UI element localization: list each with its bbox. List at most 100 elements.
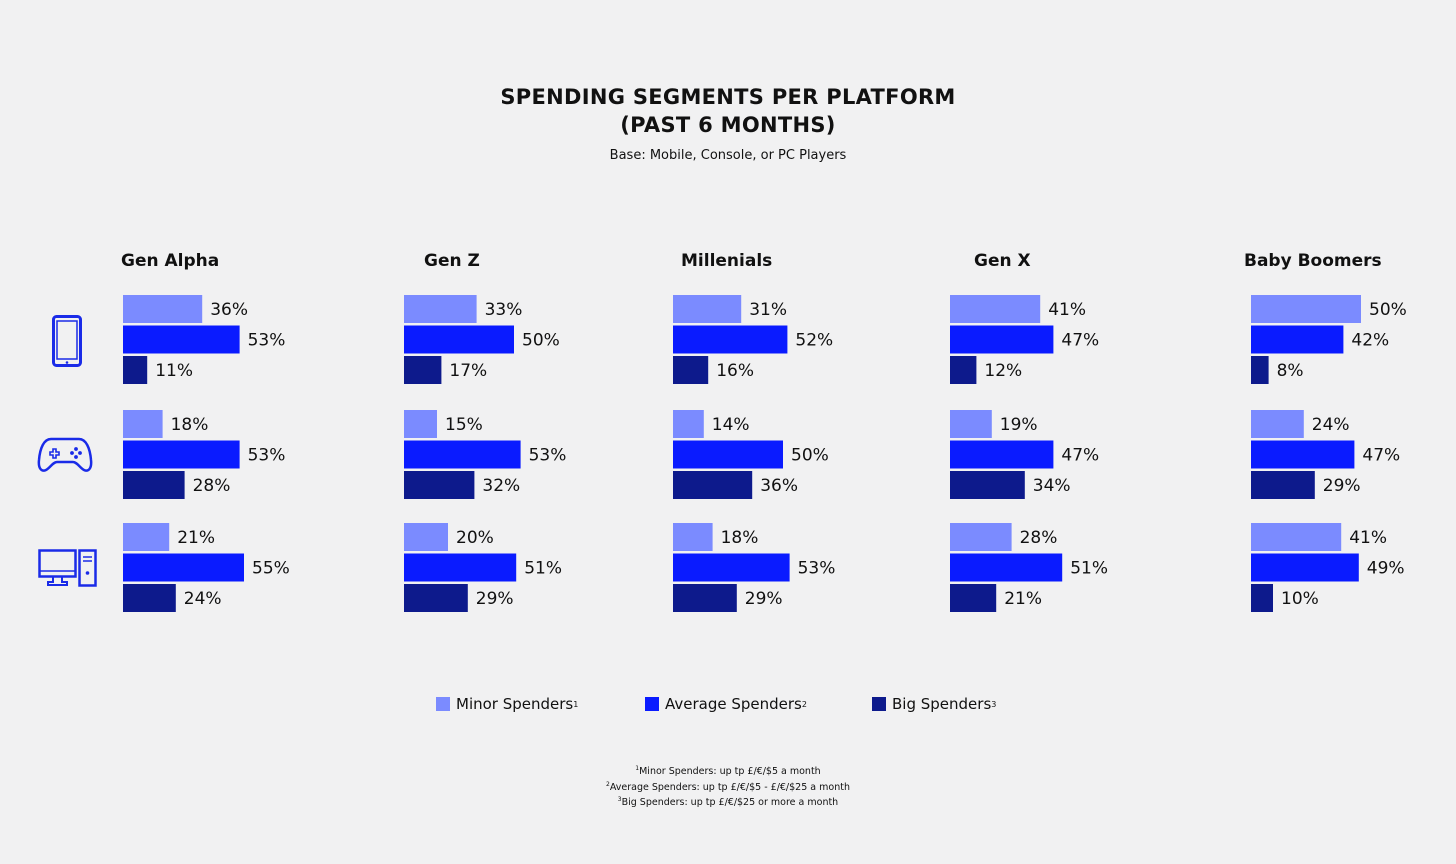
bar-baby-boomers-mobile-minor	[1251, 295, 1361, 323]
bar-gen-z-console-minor	[404, 410, 437, 438]
bar-gen-alpha-mobile-big	[123, 356, 148, 384]
footnote-1: 1Minor Spenders: up tp £/€/$5 a month	[0, 763, 1456, 779]
legend-swatch-average	[645, 697, 659, 711]
data-label-gen-x-pc-minor: 28%	[1020, 528, 1058, 548]
bar-gen-alpha-pc-big	[123, 584, 176, 612]
bar-gen-z-mobile-minor	[404, 295, 477, 323]
footnote-2-sup: 2	[606, 780, 610, 788]
bar-baby-boomers-mobile-big	[1251, 356, 1269, 384]
bar-millenials-console-minor	[673, 410, 704, 438]
generation-label-gen-z: Gen Z	[424, 251, 480, 271]
bar-gen-z-console-big	[404, 471, 475, 499]
data-label-millenials-mobile-minor: 31%	[749, 300, 787, 320]
footnote-3: 3Big Spenders: up tp £/€/$25 or more a m…	[0, 794, 1456, 810]
legend-item-average-spenders: Average Spenders 2	[645, 693, 807, 715]
data-label-millenials-mobile-big: 16%	[716, 361, 754, 381]
data-label-baby-boomers-console-minor: 24%	[1312, 415, 1350, 435]
bar-gen-z-pc-average	[404, 553, 517, 582]
data-label-gen-z-mobile-minor: 33%	[485, 300, 523, 320]
data-label-gen-x-console-average: 47%	[1061, 446, 1099, 466]
data-label-gen-x-console-big: 34%	[1033, 476, 1071, 496]
legend-sup-average: 2	[801, 699, 807, 709]
bar-baby-boomers-pc-minor	[1251, 523, 1342, 551]
bar-gen-x-console-minor	[950, 410, 992, 438]
data-label-millenials-console-minor: 14%	[712, 415, 750, 435]
bar-gen-x-pc-minor	[950, 523, 1012, 551]
data-label-gen-alpha-mobile-big: 11%	[155, 361, 193, 381]
chart-subtitle: Base: Mobile, Console, or PC Players	[609, 148, 847, 163]
bar-baby-boomers-console-big	[1251, 471, 1315, 499]
bar-baby-boomers-console-minor	[1251, 410, 1304, 438]
data-label-baby-boomers-pc-minor: 41%	[1349, 528, 1387, 548]
bar-baby-boomers-pc-big	[1251, 584, 1273, 612]
legend-sup-minor: 1	[573, 699, 579, 709]
data-label-baby-boomers-mobile-average: 42%	[1351, 331, 1389, 351]
data-label-gen-z-pc-big: 29%	[476, 589, 514, 609]
bar-gen-x-console-average	[950, 440, 1054, 469]
legend-swatch-big	[872, 697, 886, 711]
bar-millenials-pc-average	[673, 553, 790, 582]
data-label-gen-alpha-console-average: 53%	[248, 446, 286, 466]
footnote-2-text: Average Spenders: up tp £/€/$5 - £/€/$25…	[609, 781, 850, 793]
data-label-gen-x-pc-big: 21%	[1004, 589, 1042, 609]
data-label-gen-z-console-minor: 15%	[445, 415, 483, 435]
bar-gen-x-console-big	[950, 471, 1025, 499]
bar-gen-z-pc-minor	[404, 523, 448, 551]
footnotes: 1Minor Spenders: up tp £/€/$5 a month 2A…	[0, 763, 1456, 810]
generation-label-baby-boomers: Baby Boomers	[1244, 251, 1382, 271]
data-label-gen-z-console-big: 32%	[482, 476, 520, 496]
bar-gen-alpha-mobile-average	[123, 325, 240, 354]
data-label-gen-z-console-average: 53%	[529, 446, 567, 466]
bar-baby-boomers-mobile-average	[1251, 325, 1344, 354]
data-label-gen-alpha-console-big: 28%	[193, 476, 231, 496]
legend-label-average: Average Spenders	[665, 695, 802, 713]
bar-millenials-console-average	[673, 440, 783, 469]
desktop-pc-icon	[38, 549, 98, 589]
data-label-gen-alpha-mobile-minor: 36%	[210, 300, 248, 320]
gamepad-icon	[37, 436, 93, 474]
footnote-1-sup: 1	[635, 765, 640, 772]
data-label-gen-alpha-pc-average: 55%	[252, 559, 290, 579]
bar-millenials-mobile-big	[673, 356, 709, 384]
footnote-1-text: Minor Spenders: up tp £/€/$5 a month	[639, 766, 821, 778]
footnote-2: 2Average Spenders: up tp £/€/$5 - £/€/$2…	[0, 779, 1456, 795]
bar-gen-alpha-mobile-minor	[123, 295, 203, 323]
bar-gen-alpha-console-big	[123, 471, 185, 499]
legend-label-minor: Minor Spenders	[456, 695, 574, 713]
data-label-gen-x-console-minor: 19%	[1000, 415, 1038, 435]
smartphone-icon	[52, 315, 82, 367]
bar-gen-z-mobile-average	[404, 325, 514, 354]
data-label-gen-x-mobile-big: 12%	[984, 361, 1022, 381]
bar-millenials-mobile-minor	[673, 295, 742, 323]
bar-gen-alpha-console-average	[123, 440, 240, 469]
bar-baby-boomers-console-average	[1251, 440, 1355, 469]
data-label-baby-boomers-pc-big: 10%	[1281, 589, 1319, 609]
bar-millenials-mobile-average	[673, 325, 788, 354]
generation-label-gen-x: Gen X	[974, 251, 1031, 271]
bar-gen-x-mobile-minor	[950, 295, 1041, 323]
footnote-3-text: Big Spenders: up tp £/€/$25 or more a mo…	[621, 797, 839, 809]
data-label-gen-z-mobile-average: 50%	[522, 331, 560, 351]
legend-item-minor-spenders: Minor Spenders 1	[436, 693, 578, 715]
data-label-millenials-mobile-average: 52%	[795, 331, 833, 351]
data-label-gen-alpha-pc-minor: 21%	[177, 528, 215, 548]
legend-sup-big: 3	[991, 699, 997, 709]
data-label-gen-x-mobile-minor: 41%	[1048, 300, 1086, 320]
bar-millenials-console-big	[673, 471, 753, 499]
bar-gen-alpha-console-minor	[123, 410, 163, 438]
data-label-gen-z-pc-average: 51%	[524, 559, 562, 579]
data-label-millenials-pc-minor: 18%	[721, 528, 759, 548]
data-label-millenials-pc-average: 53%	[798, 559, 836, 579]
data-label-baby-boomers-console-big: 29%	[1323, 476, 1361, 496]
bar-gen-alpha-pc-minor	[123, 523, 170, 551]
bar-gen-z-mobile-big	[404, 356, 442, 384]
bar-baby-boomers-pc-average	[1251, 553, 1359, 582]
data-label-gen-x-pc-average: 51%	[1070, 559, 1108, 579]
bar-gen-x-mobile-big	[950, 356, 977, 384]
data-label-baby-boomers-pc-average: 49%	[1367, 559, 1405, 579]
data-label-millenials-pc-big: 29%	[745, 589, 783, 609]
data-label-gen-z-pc-minor: 20%	[456, 528, 494, 548]
bar-gen-alpha-pc-average	[123, 553, 244, 582]
